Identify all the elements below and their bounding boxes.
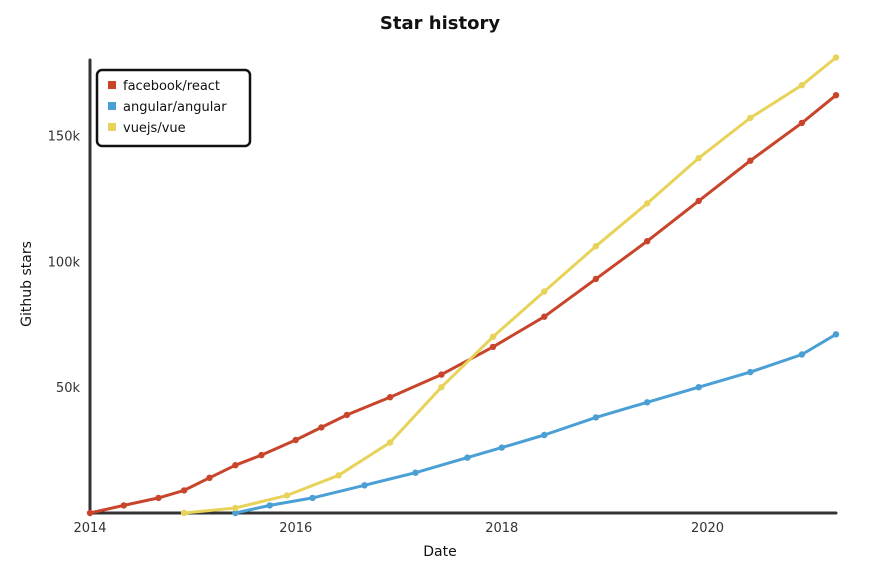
data-point bbox=[695, 197, 702, 205]
data-point bbox=[592, 414, 600, 421]
legend-box bbox=[95, 68, 252, 148]
data-point bbox=[318, 424, 325, 431]
y-tick-label: 150k bbox=[48, 130, 81, 145]
data-point bbox=[541, 288, 548, 295]
data-point bbox=[335, 472, 342, 479]
series-line-angular-angular bbox=[233, 332, 838, 515]
data-point bbox=[489, 343, 497, 351]
data-point bbox=[695, 384, 702, 391]
data-point bbox=[361, 482, 368, 489]
data-point bbox=[232, 509, 239, 517]
data-point bbox=[541, 313, 548, 320]
data-point bbox=[180, 509, 188, 517]
data-point bbox=[747, 368, 754, 376]
legend-swatch bbox=[108, 102, 116, 110]
x-tick-label: 2014 bbox=[73, 521, 106, 536]
data-point bbox=[120, 502, 128, 509]
legend-label: vuejs/vue bbox=[123, 121, 186, 136]
data-point bbox=[386, 439, 394, 446]
data-point bbox=[695, 154, 702, 162]
x-tick-label: 2020 bbox=[691, 521, 724, 536]
data-point bbox=[206, 474, 213, 481]
data-point bbox=[592, 243, 600, 250]
data-point bbox=[258, 451, 265, 459]
data-point bbox=[832, 331, 840, 338]
data-point bbox=[498, 444, 505, 451]
data-point bbox=[283, 492, 291, 499]
data-point bbox=[644, 399, 651, 406]
data-point bbox=[180, 487, 188, 494]
series-line-vuejs-vue bbox=[182, 56, 838, 515]
data-point bbox=[292, 436, 299, 444]
data-point bbox=[155, 494, 162, 502]
data-point bbox=[644, 200, 651, 207]
data-point bbox=[747, 114, 754, 122]
data-point bbox=[541, 431, 548, 439]
data-point bbox=[489, 333, 497, 340]
data-point bbox=[592, 275, 600, 283]
y-tick-label: 50k bbox=[56, 381, 81, 396]
x-tick-label: 2018 bbox=[485, 521, 518, 536]
data-point bbox=[386, 394, 394, 401]
chart-title: Star history bbox=[380, 13, 500, 34]
data-point bbox=[343, 411, 351, 419]
data-point bbox=[86, 509, 94, 517]
data-point bbox=[464, 454, 471, 461]
data-point bbox=[747, 157, 754, 164]
y-axis-label: Github stars bbox=[19, 241, 35, 327]
legend-label: facebook/react bbox=[123, 79, 220, 94]
data-point bbox=[798, 119, 806, 127]
data-point bbox=[232, 504, 239, 512]
x-tick-label: 2016 bbox=[279, 521, 312, 536]
legend: facebook/react angular/angular vuejs/vue bbox=[95, 68, 252, 148]
y-tick-label: 100k bbox=[48, 255, 81, 270]
data-point bbox=[798, 82, 806, 89]
data-point bbox=[832, 92, 840, 99]
data-point bbox=[798, 351, 806, 358]
x-axis-label: Date bbox=[423, 544, 456, 560]
data-point bbox=[644, 238, 651, 245]
series-line-facebook-react bbox=[88, 93, 838, 515]
data-point bbox=[832, 54, 840, 61]
legend-swatch bbox=[108, 81, 116, 89]
data-point bbox=[232, 462, 239, 469]
data-point bbox=[438, 384, 445, 391]
plot-area: 50k 100k 150k 2014 2016 2018 2020 bbox=[48, 54, 840, 536]
data-point bbox=[438, 371, 445, 378]
data-point bbox=[309, 494, 316, 502]
data-point bbox=[412, 469, 419, 476]
data-point bbox=[266, 502, 273, 509]
legend-swatch bbox=[108, 123, 116, 131]
legend-label: angular/angular bbox=[123, 100, 227, 115]
